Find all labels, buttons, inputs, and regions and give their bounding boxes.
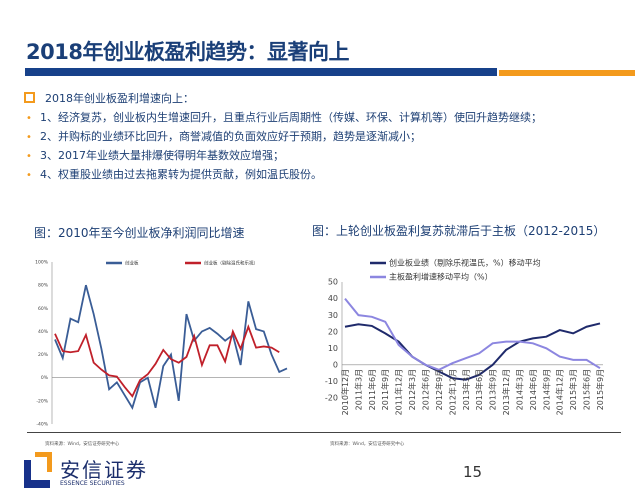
y-tick-label: 40%: [38, 329, 49, 335]
x-tick-label: 2014年12月: [555, 369, 565, 416]
y-tick-label: 100%: [35, 260, 49, 266]
bullet-item: • 4、权重股业绩由过去拖累转为提供贡献，例如温氏股份。: [24, 166, 322, 182]
x-tick-label: 2011年3月: [353, 369, 363, 410]
x-tick-label: 2011年9月: [380, 369, 390, 410]
chart-right-title: 图：上轮创业板盈利复苏就滞后于主板（2012-2015）: [312, 224, 606, 238]
y-tick-label: 80%: [38, 283, 49, 289]
x-tick-label: 2013年3月: [461, 369, 471, 410]
x-tick-label: 2015年9月: [595, 369, 605, 410]
y-tick-label: 40: [328, 294, 338, 303]
chart-right-source: 资料来源：Wind，安信证券研究中心: [330, 442, 405, 447]
x-tick-label: 2014年9月: [541, 369, 551, 410]
series-line-1: [54, 284, 288, 410]
legend-label: 创业板（剔除温氏和乐视）: [204, 260, 258, 267]
legend-label: 创业板: [125, 260, 139, 267]
page-number: 15: [463, 463, 483, 481]
bullet-heading: 2018年创业板盈利增速向上：: [24, 90, 194, 106]
y-tick-label: 50: [328, 278, 338, 287]
bullet-item: • 1、经济复苏，创业板内生增速回升，且重点行业后周期性（传媒、环保、计算机等）使…: [24, 109, 542, 125]
dot-icon: •: [26, 170, 32, 181]
series-line-2: [344, 297, 601, 371]
x-tick-label: 2014年6月: [528, 369, 538, 410]
series-line-2: [54, 324, 280, 398]
title-underline-blue: [25, 68, 497, 76]
x-tick-label: 2015年6月: [582, 369, 592, 410]
y-tick-label: 30: [328, 311, 338, 320]
dot-icon: •: [26, 132, 32, 143]
logo-icon: [24, 452, 52, 488]
dot-icon: •: [26, 113, 32, 124]
y-tick-label: 0%: [41, 375, 49, 381]
bullet-text: 4、权重股业绩由过去拖累转为提供贡献，例如温氏股份。: [40, 168, 322, 181]
dot-icon: •: [26, 151, 32, 162]
x-tick-label: 2012年12月: [447, 369, 457, 416]
y-tick-label: 60%: [38, 306, 49, 312]
chart-left-source: 资料来源：Wind，安信证券研究中心: [45, 442, 120, 447]
series-line-1: [344, 322, 601, 381]
x-tick-label: 2013年9月: [488, 369, 498, 410]
y-tick-label: -20: [325, 394, 338, 403]
x-tick-label: 2012年9月: [434, 369, 444, 410]
y-tick-label: 0: [333, 361, 338, 370]
y-tick-label: 10: [328, 344, 338, 353]
x-tick-label: 2015年3月: [568, 369, 578, 410]
logo-text-en: ESSENCE SECURITIES: [60, 480, 125, 487]
bullet-heading-text: 2018年创业板盈利增速向上：: [45, 92, 194, 105]
x-tick-label: 2012年6月: [421, 369, 431, 410]
square-bullet-icon: [24, 92, 35, 103]
x-tick-label: 2011年6月: [367, 369, 377, 410]
chart-left-title: 图：2010年至今创业板净利润同比增速: [34, 226, 245, 240]
bullet-text: 1、经济复苏，创业板内生增速回升，且重点行业后周期性（传媒、环保、计算机等）使回…: [40, 111, 542, 124]
x-tick-label: 2013年12月: [501, 369, 511, 416]
bullet-item: • 3、2017年业绩大量排爆使得明年基数效应增强；: [24, 147, 284, 163]
legend-label: 主板盈利增速移动平均（%）: [389, 272, 493, 282]
y-tick-label: -40%: [36, 422, 48, 428]
x-tick-label: 2014年3月: [514, 369, 524, 410]
slide-title: 2018年创业板盈利趋势：显著向上: [26, 40, 349, 64]
y-tick-label: -20%: [36, 398, 48, 404]
x-tick-label: 2012年3月: [407, 369, 417, 410]
y-tick-label: 20%: [38, 352, 49, 358]
x-tick-label: 2013年6月: [474, 369, 484, 410]
legend-label: 创业板业绩（剔除乐视温氏，%）移动平均: [389, 258, 541, 268]
y-tick-label: 20: [328, 327, 338, 336]
bullet-text: 2、并购标的业绩环比回升，商誉减值的负面效应好于预期，趋势是逐渐减小；: [40, 130, 421, 143]
y-tick-label: -10: [325, 377, 338, 386]
chart-divider: [27, 432, 621, 433]
logo-text-cn: 安信证券: [60, 458, 148, 482]
x-tick-label: 2010年12月: [340, 369, 350, 416]
bullet-text: 3、2017年业绩大量排爆使得明年基数效应增强；: [40, 149, 284, 162]
title-underline-orange: [499, 70, 635, 76]
bullet-item: • 2、并购标的业绩环比回升，商誉减值的负面效应好于预期，趋势是逐渐减小；: [24, 128, 421, 144]
x-tick-label: 2011年12月: [394, 369, 404, 416]
